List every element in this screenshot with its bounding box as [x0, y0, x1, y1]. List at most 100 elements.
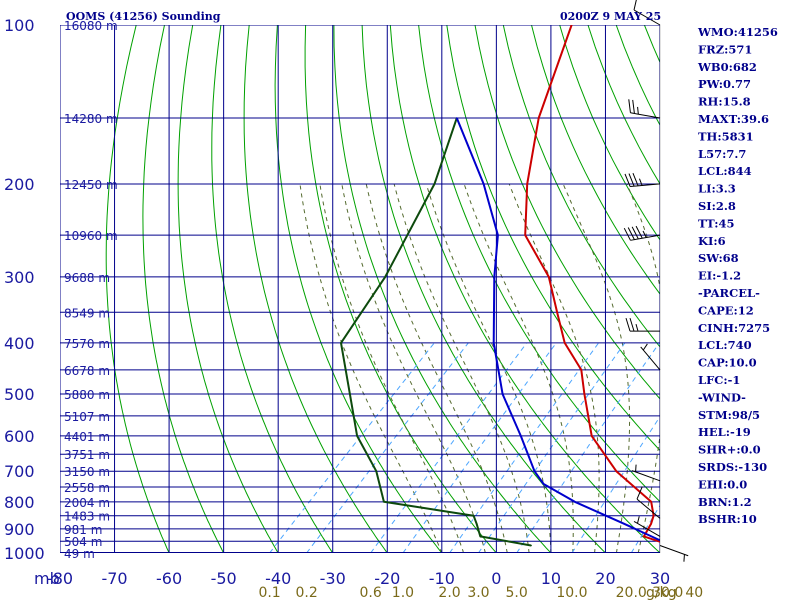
mixing-ratio-label: 1.0	[392, 585, 414, 600]
dry-adiabat-line	[211, 25, 334, 553]
height-label: 2004 m	[64, 496, 110, 510]
pressure-tick-label: 200	[4, 175, 35, 194]
dry-adiabat-line	[274, 25, 443, 553]
parcel-point	[542, 483, 545, 485]
wind-barb	[625, 317, 660, 332]
index-value: TT:45	[698, 216, 735, 230]
height-label: 10960 m	[64, 229, 118, 243]
pressure-tick-label: 800	[4, 493, 35, 512]
dry-adiabat-line	[177, 25, 279, 553]
dry-adiabat-line	[243, 25, 388, 553]
index-value: EI:-1.2	[698, 269, 741, 283]
temperature-point	[556, 311, 558, 314]
temperature-point	[650, 522, 652, 525]
height-label: 981 m	[64, 523, 102, 537]
height-label: 16080 m	[64, 19, 118, 33]
dewpoint-point	[384, 276, 387, 278]
temperature-point	[548, 276, 550, 278]
wind-barb	[633, 0, 661, 26]
temperature-tick-label: -10	[429, 569, 455, 588]
height-label: 504 m	[64, 535, 102, 549]
wind-barb	[631, 464, 661, 482]
height-label: 14280 m	[64, 112, 118, 126]
index-value: RH:15.8	[698, 95, 751, 109]
adiabat-lines	[105, 25, 660, 553]
height-label: 5880 m	[64, 388, 110, 402]
temperature-tick-label: -60	[156, 569, 182, 588]
stability-indices-panel: WMO:41256 FRZ:571 WB0:682 PW:0.77 RH:15.8 MAX…	[697, 25, 778, 526]
wind-barb	[623, 225, 661, 241]
mixing-ratio-label: 5.0	[506, 585, 528, 600]
index-value: LCL:740	[698, 338, 752, 352]
dewpoint-point	[472, 514, 475, 517]
dry-adiabat-line	[304, 25, 497, 553]
temperature-point	[615, 470, 618, 473]
index-value: KI:6	[698, 234, 726, 248]
temperature-point	[583, 393, 586, 395]
index-value: SW:68	[698, 251, 739, 265]
parcel-point	[520, 435, 522, 437]
index-value: STM:98/5	[698, 408, 760, 422]
temperature-tick-label: -20	[374, 569, 400, 588]
mixing-ratio-label: 3.0	[467, 585, 489, 600]
height-label: 6678 m	[64, 364, 110, 378]
parcel-point	[493, 276, 496, 278]
index-value: CAP:10.0	[698, 356, 757, 370]
height-label: 12450 m	[64, 178, 118, 192]
height-label: 4401 m	[64, 430, 110, 444]
wind-barb	[659, 545, 689, 562]
index-value: L57:7.7	[698, 147, 746, 161]
mixing-ratio-line	[449, 342, 600, 553]
parcel-line	[455, 117, 660, 542]
index-value: LCL:844	[698, 164, 752, 178]
height-label: 9688 m	[64, 271, 110, 285]
moist-adiabat-line	[299, 183, 443, 553]
mixing-ratio-label: 2.0	[438, 585, 460, 600]
parcel-point	[482, 183, 485, 185]
dewpoint-point	[349, 393, 351, 395]
height-label: 5107 m	[64, 410, 110, 424]
temperature-tick-label: 10	[541, 569, 561, 588]
wind-barb	[640, 343, 661, 371]
x-axis-unit-label: mb	[34, 569, 60, 588]
wind-barb	[636, 486, 661, 519]
pressure-tick-label: 300	[4, 268, 35, 287]
height-label: 3150 m	[64, 465, 110, 479]
temperature-point	[524, 234, 526, 236]
index-value: SI:2.8	[698, 199, 736, 213]
temperature-line	[524, 25, 660, 543]
dewpoint-point	[479, 535, 482, 538]
wind-barb	[633, 516, 661, 537]
dewpoint-point	[375, 470, 378, 473]
dry-adiabat-line	[142, 25, 225, 553]
index-value: WB0:682	[697, 60, 757, 74]
index-value: WMO:41256	[697, 25, 778, 39]
mixing-ratio-label: 0.2	[295, 585, 317, 600]
temperature-tick-label: -40	[265, 569, 291, 588]
pressure-tick-label: 500	[4, 385, 35, 404]
moist-adiabat-line	[508, 183, 600, 553]
wind-barbs	[623, 0, 689, 562]
dewpoint-point	[433, 183, 436, 185]
temperature-tick-label: -30	[320, 569, 346, 588]
moist-adiabat-line	[562, 183, 631, 553]
temperature-point	[671, 545, 673, 547]
temperature-tick-label: -70	[101, 569, 127, 588]
index-value: SHR+:0.0	[698, 443, 761, 457]
pressure-tick-label: 1000	[4, 544, 45, 563]
dewpoint-point	[530, 544, 532, 547]
temperature-point	[526, 183, 528, 185]
moist-adiabat-line	[365, 183, 508, 553]
wind-barb	[628, 99, 661, 119]
index-value: FRZ:571	[698, 42, 752, 56]
dry-adiabat-line	[105, 25, 170, 553]
temperature-point	[652, 514, 655, 517]
index-value: LFC:-1	[698, 373, 740, 387]
index-value: CINH:7275	[698, 321, 770, 335]
parcel-point	[574, 501, 576, 503]
temperature-tick-label: -50	[211, 569, 237, 588]
height-label: 7570 m	[64, 337, 110, 351]
chart-title: OOMS (41256) Sounding	[66, 10, 221, 23]
